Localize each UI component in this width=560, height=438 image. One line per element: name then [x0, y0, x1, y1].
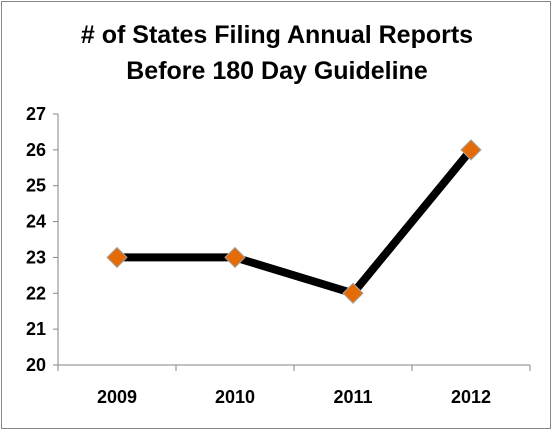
y-tick-label: 23 [26, 247, 46, 267]
data-point-marker [106, 246, 128, 269]
x-tick-label: 2012 [451, 387, 491, 407]
chart-title-line-1: # of States Filing Annual Reports [80, 21, 474, 49]
y-tick-label: 22 [26, 283, 46, 303]
y-tick-label: 21 [26, 319, 46, 339]
y-tick-label: 27 [26, 104, 46, 124]
series-markers [106, 139, 482, 304]
x-axis: 2009 2010 2011 2012 [57, 364, 531, 407]
data-point-marker [460, 139, 482, 161]
y-tick-label: 20 [26, 355, 46, 375]
x-tick-label: 2011 [333, 387, 372, 407]
x-tick-label: 2010 [215, 387, 255, 407]
y-tick-label: 25 [26, 176, 46, 196]
chart-frame: # of States Filing Annual Reports Before… [1, 1, 551, 429]
x-tick-label: 2009 [97, 387, 137, 407]
chart-title-line-2: Before 180 Day Guideline [126, 57, 428, 85]
y-tick-label: 26 [26, 140, 46, 160]
series-line [113, 145, 475, 298]
series-line-path [113, 145, 475, 298]
y-axis: 20 21 22 23 24 25 26 27 [26, 104, 59, 375]
y-tick-label: 24 [26, 212, 46, 232]
data-point-marker [342, 282, 364, 304]
chart-title: # of States Filing Annual Reports Before… [2, 17, 552, 89]
data-point-marker [224, 246, 246, 269]
